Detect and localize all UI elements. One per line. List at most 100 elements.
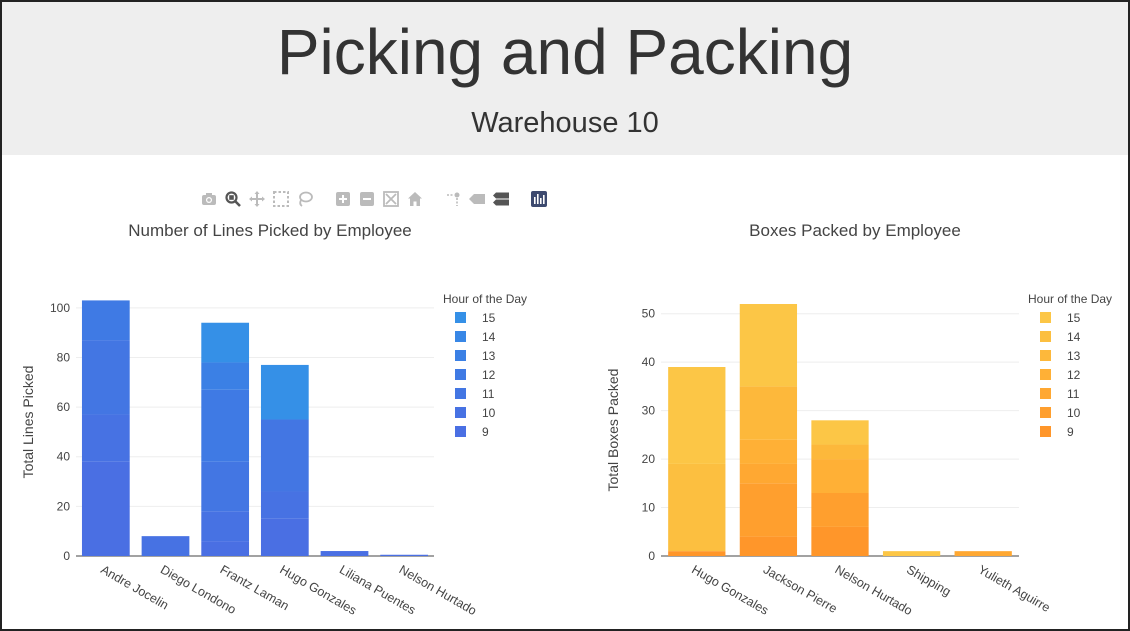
legend-label-14[interactable]: 14 [1067, 330, 1081, 344]
pan-icon[interactable] [248, 190, 266, 208]
plotly-logo-icon[interactable] [530, 190, 548, 208]
bar-nelson-hurtado-hour-9[interactable] [811, 526, 869, 556]
bar-nelson-hurtado-hour-13[interactable] [811, 444, 869, 460]
bar-nelson-hurtado-hour-15[interactable] [811, 420, 869, 445]
legend-swatch-12[interactable] [1040, 369, 1051, 380]
legend-label-14[interactable]: 14 [482, 330, 496, 344]
legend-label-15[interactable]: 15 [1067, 311, 1081, 325]
bar-liliana-puentes-hour-9[interactable] [320, 551, 369, 556]
x-tick-label: Hugo Gonzales [689, 562, 771, 617]
camera-icon[interactable] [200, 190, 218, 208]
bar-jackson-pierre-hour-10[interactable] [739, 483, 798, 537]
bar-hugo-gonzales-hour-10[interactable] [260, 491, 309, 519]
bar-frantz-laman-hour-11[interactable] [201, 461, 250, 512]
box-select-icon[interactable] [272, 190, 290, 208]
bar-hugo-gonzales-hour-9[interactable] [668, 551, 726, 556]
page-header: Picking and Packing Warehouse 10 [2, 2, 1128, 155]
legend-label-11[interactable]: 11 [482, 387, 495, 401]
bar-andre-jocelin-hour-10[interactable] [81, 414, 130, 462]
legend-label-12[interactable]: 12 [482, 368, 496, 382]
bar-frantz-laman-hour-15[interactable] [201, 322, 250, 363]
chart-title: Number of Lines Picked by Employee [128, 221, 411, 240]
legend-swatch-13[interactable] [455, 350, 466, 361]
legend-label-10[interactable]: 10 [1067, 406, 1081, 420]
bar-frantz-laman-hour-12[interactable] [201, 389, 250, 462]
bar-jackson-pierre-hour-9[interactable] [739, 536, 798, 556]
y-tick-label: 10 [642, 501, 656, 515]
legend-swatch-11[interactable] [1040, 388, 1051, 399]
chart-title: Boxes Packed by Employee [749, 221, 961, 240]
legend-swatch-9[interactable] [455, 426, 466, 437]
legend-label-9[interactable]: 9 [1067, 425, 1074, 439]
legend-title: Hour of the Day [443, 292, 527, 306]
y-tick-label: 50 [642, 307, 656, 321]
legend-swatch-15[interactable] [1040, 312, 1051, 323]
bar-yulieth-aguirre-hour-11[interactable] [954, 551, 1012, 556]
boxes-packed-chart: Boxes Packed by Employee 0 10 20 30 40 50 Total… [605, 221, 1112, 618]
autoscale-icon[interactable] [382, 190, 400, 208]
spike-lines-icon[interactable] [444, 190, 462, 208]
hover-closest-icon[interactable] [468, 190, 486, 208]
y-tick-label: 40 [57, 450, 71, 464]
legend-swatch-10[interactable] [455, 407, 466, 418]
page-title: Picking and Packing [276, 16, 854, 88]
legend-label-12[interactable]: 12 [1067, 368, 1081, 382]
bar-andre-jocelin-hour-11[interactable] [81, 340, 130, 415]
bar-jackson-pierre-hour-13[interactable] [739, 386, 798, 440]
bar-hugo-gonzales-hour-15[interactable] [668, 367, 726, 464]
legend-label-11[interactable]: 11 [1067, 387, 1080, 401]
x-tick-label: Nelson Hurtado [833, 562, 915, 618]
legend-swatch-15[interactable] [455, 312, 466, 323]
legend-title: Hour of the Day [1028, 292, 1112, 306]
bar-andre-jocelin-hour-9[interactable] [81, 461, 130, 556]
bar-frantz-laman-hour-13[interactable] [201, 362, 250, 390]
bar-jackson-pierre-hour-15[interactable] [739, 304, 798, 387]
legend-label-9[interactable]: 9 [482, 425, 489, 439]
bar-nelson-hurtado-hour-12[interactable] [811, 459, 869, 493]
x-tick-label: Yulieth Aguirre [976, 562, 1053, 614]
chart-modebar [200, 188, 548, 210]
page-subtitle: Warehouse 10 [471, 107, 659, 139]
bar-jackson-pierre-hour-11[interactable] [739, 463, 798, 484]
bar-nelson-hurtado-hour-9[interactable] [380, 554, 429, 556]
legend-swatch-14[interactable] [455, 331, 466, 342]
x-tick-label: Jackson Pierre [761, 562, 840, 615]
legend-swatch-12[interactable] [455, 369, 466, 380]
bar-hugo-gonzales-hour-11[interactable] [260, 419, 309, 492]
y-tick-label: 0 [63, 549, 70, 563]
bar-hugo-gonzales-hour-14[interactable] [668, 463, 726, 552]
bar-shipping-hour-15[interactable] [882, 551, 941, 556]
bar-frantz-laman-hour-10[interactable] [201, 511, 250, 542]
legend-swatch-14[interactable] [1040, 331, 1051, 342]
bar-hugo-gonzales-hour-9[interactable] [260, 518, 309, 556]
y-tick-label: 20 [57, 499, 71, 513]
legend-swatch-9[interactable] [1040, 426, 1051, 437]
legend-swatch-10[interactable] [1040, 407, 1051, 418]
lines-picked-chart: Number of Lines Picked by Employee 0 20 40 6… [20, 221, 527, 618]
y-tick-label: 60 [57, 400, 71, 414]
zoom-out-icon[interactable] [358, 190, 376, 208]
legend-label-13[interactable]: 13 [1067, 349, 1081, 363]
y-tick-label: 100 [50, 301, 70, 315]
y-tick-label: 40 [642, 355, 656, 369]
x-tick-label: Shipping [904, 562, 953, 598]
legend-label-15[interactable]: 15 [482, 311, 496, 325]
legend-swatch-11[interactable] [455, 388, 466, 399]
reset-axes-icon[interactable] [406, 190, 424, 208]
zoom-icon[interactable] [224, 190, 242, 208]
lasso-select-icon[interactable] [296, 190, 314, 208]
bar-hugo-gonzales-hour-15[interactable] [260, 364, 309, 420]
y-axis-label: Total Lines Picked [20, 366, 36, 479]
bar-frantz-laman-hour-9[interactable] [201, 541, 250, 556]
legend-swatch-13[interactable] [1040, 350, 1051, 361]
legend-label-13[interactable]: 13 [482, 349, 496, 363]
zoom-in-icon[interactable] [334, 190, 352, 208]
bar-jackson-pierre-hour-12[interactable] [739, 439, 798, 464]
legend-label-10[interactable]: 10 [482, 406, 496, 420]
hover-compare-icon[interactable] [492, 190, 510, 208]
y-tick-label: 20 [642, 452, 656, 466]
bar-andre-jocelin-hour-12[interactable] [81, 300, 130, 341]
bar-diego-londono-hour-10[interactable] [141, 536, 190, 556]
bar-nelson-hurtado-hour-10[interactable] [811, 493, 869, 527]
